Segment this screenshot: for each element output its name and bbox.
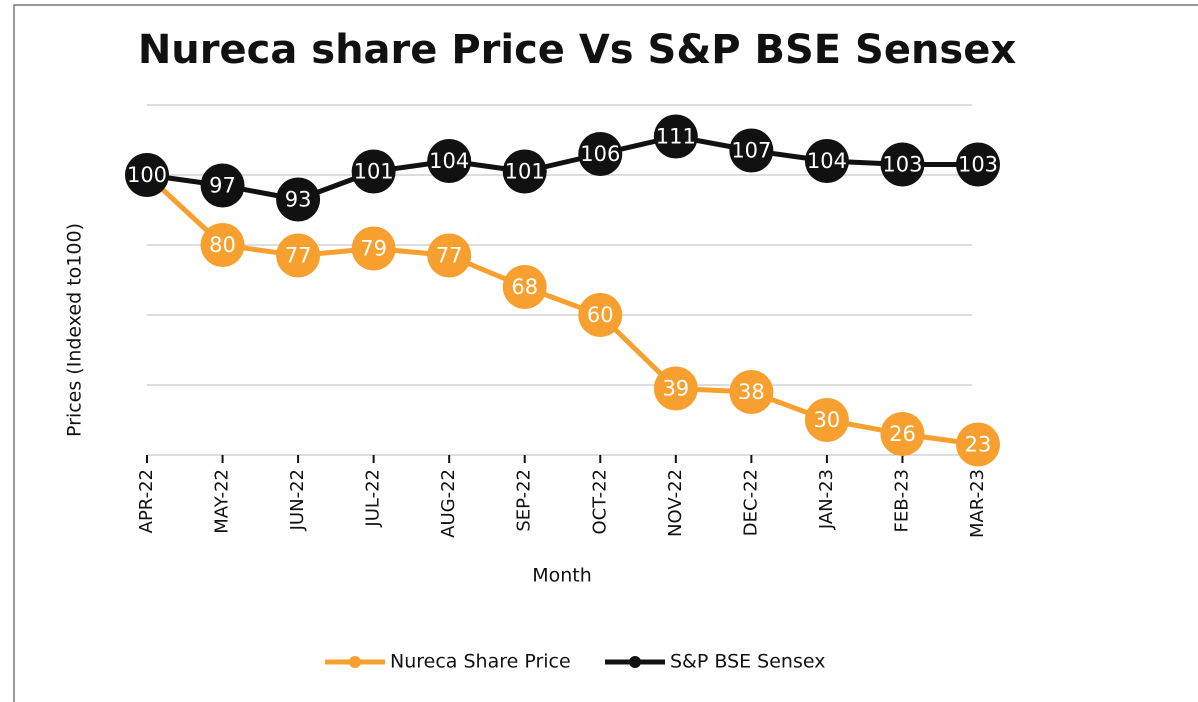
point [956,422,1000,467]
data-label: 68 [511,275,538,299]
point [804,398,849,442]
series-line [146,133,978,203]
data-label: 77 [436,244,463,268]
x-tick-label: DEC-22 [740,469,761,536]
legend-label: Nureca Share Price [390,651,571,673]
point [729,370,774,414]
data-label: 39 [662,377,689,401]
point [200,163,245,208]
data-label: 101 [505,160,545,184]
point [502,149,547,194]
data-label: 77 [285,244,312,268]
point [653,114,698,159]
point [956,142,1000,187]
x-axis-title: Month [532,565,592,587]
data-label: 26 [889,422,916,446]
point [502,265,547,309]
point [276,177,321,222]
series-line [145,173,979,447]
x-tick-label: JUN-22 [287,469,308,531]
data-label: 104 [807,149,847,173]
point [578,132,623,176]
point [125,153,169,197]
legend-marker [629,656,641,668]
data-label: 38 [738,380,765,404]
data-label: 111 [656,125,696,149]
data-label: 80 [209,233,236,257]
data-label: 23 [965,433,992,457]
data-label: 106 [580,142,620,166]
data-label: 100 [127,163,167,187]
point [653,366,698,411]
frame [13,4,1198,702]
point [276,233,321,278]
data-label: 60 [587,303,614,327]
data-label: 93 [285,188,312,212]
data-label: 103 [882,153,922,177]
data-label: 103 [958,153,998,177]
x-tick-label: FEB-23 [891,469,912,532]
data-label: 104 [429,149,469,173]
x-tick-label: NOV-22 [665,469,686,537]
x-tick-label: MAR-23 [967,469,988,538]
point [351,226,396,271]
data-label: 30 [814,408,841,432]
point [200,223,245,267]
data-label: 79 [360,237,387,261]
x-tick-label: APR-22 [136,469,157,533]
x-tick-label: JAN-23 [816,469,837,530]
y-axis-title: Prices (Indexed to100) [64,223,86,437]
data-label: 97 [209,174,236,198]
data-label: 107 [731,139,771,163]
x-tick-label: SEP-22 [514,469,535,532]
data-label: 101 [354,160,394,184]
point [351,149,396,194]
point [729,128,774,173]
point [427,139,472,183]
point [578,293,623,337]
legend-marker [349,656,361,668]
point [427,233,472,278]
x-tick-label: AUG-22 [438,469,459,538]
legend-label: S&P BSE Sensex [670,651,825,673]
point [804,139,849,183]
point [880,412,925,456]
x-tick-label: OCT-22 [589,469,610,534]
chart-title: Nureca share Price Vs S&P BSE Sensex [138,27,1017,73]
point [880,142,925,187]
x-tick-label: JUL-22 [363,469,384,528]
x-tick-label: MAY-22 [212,469,233,534]
